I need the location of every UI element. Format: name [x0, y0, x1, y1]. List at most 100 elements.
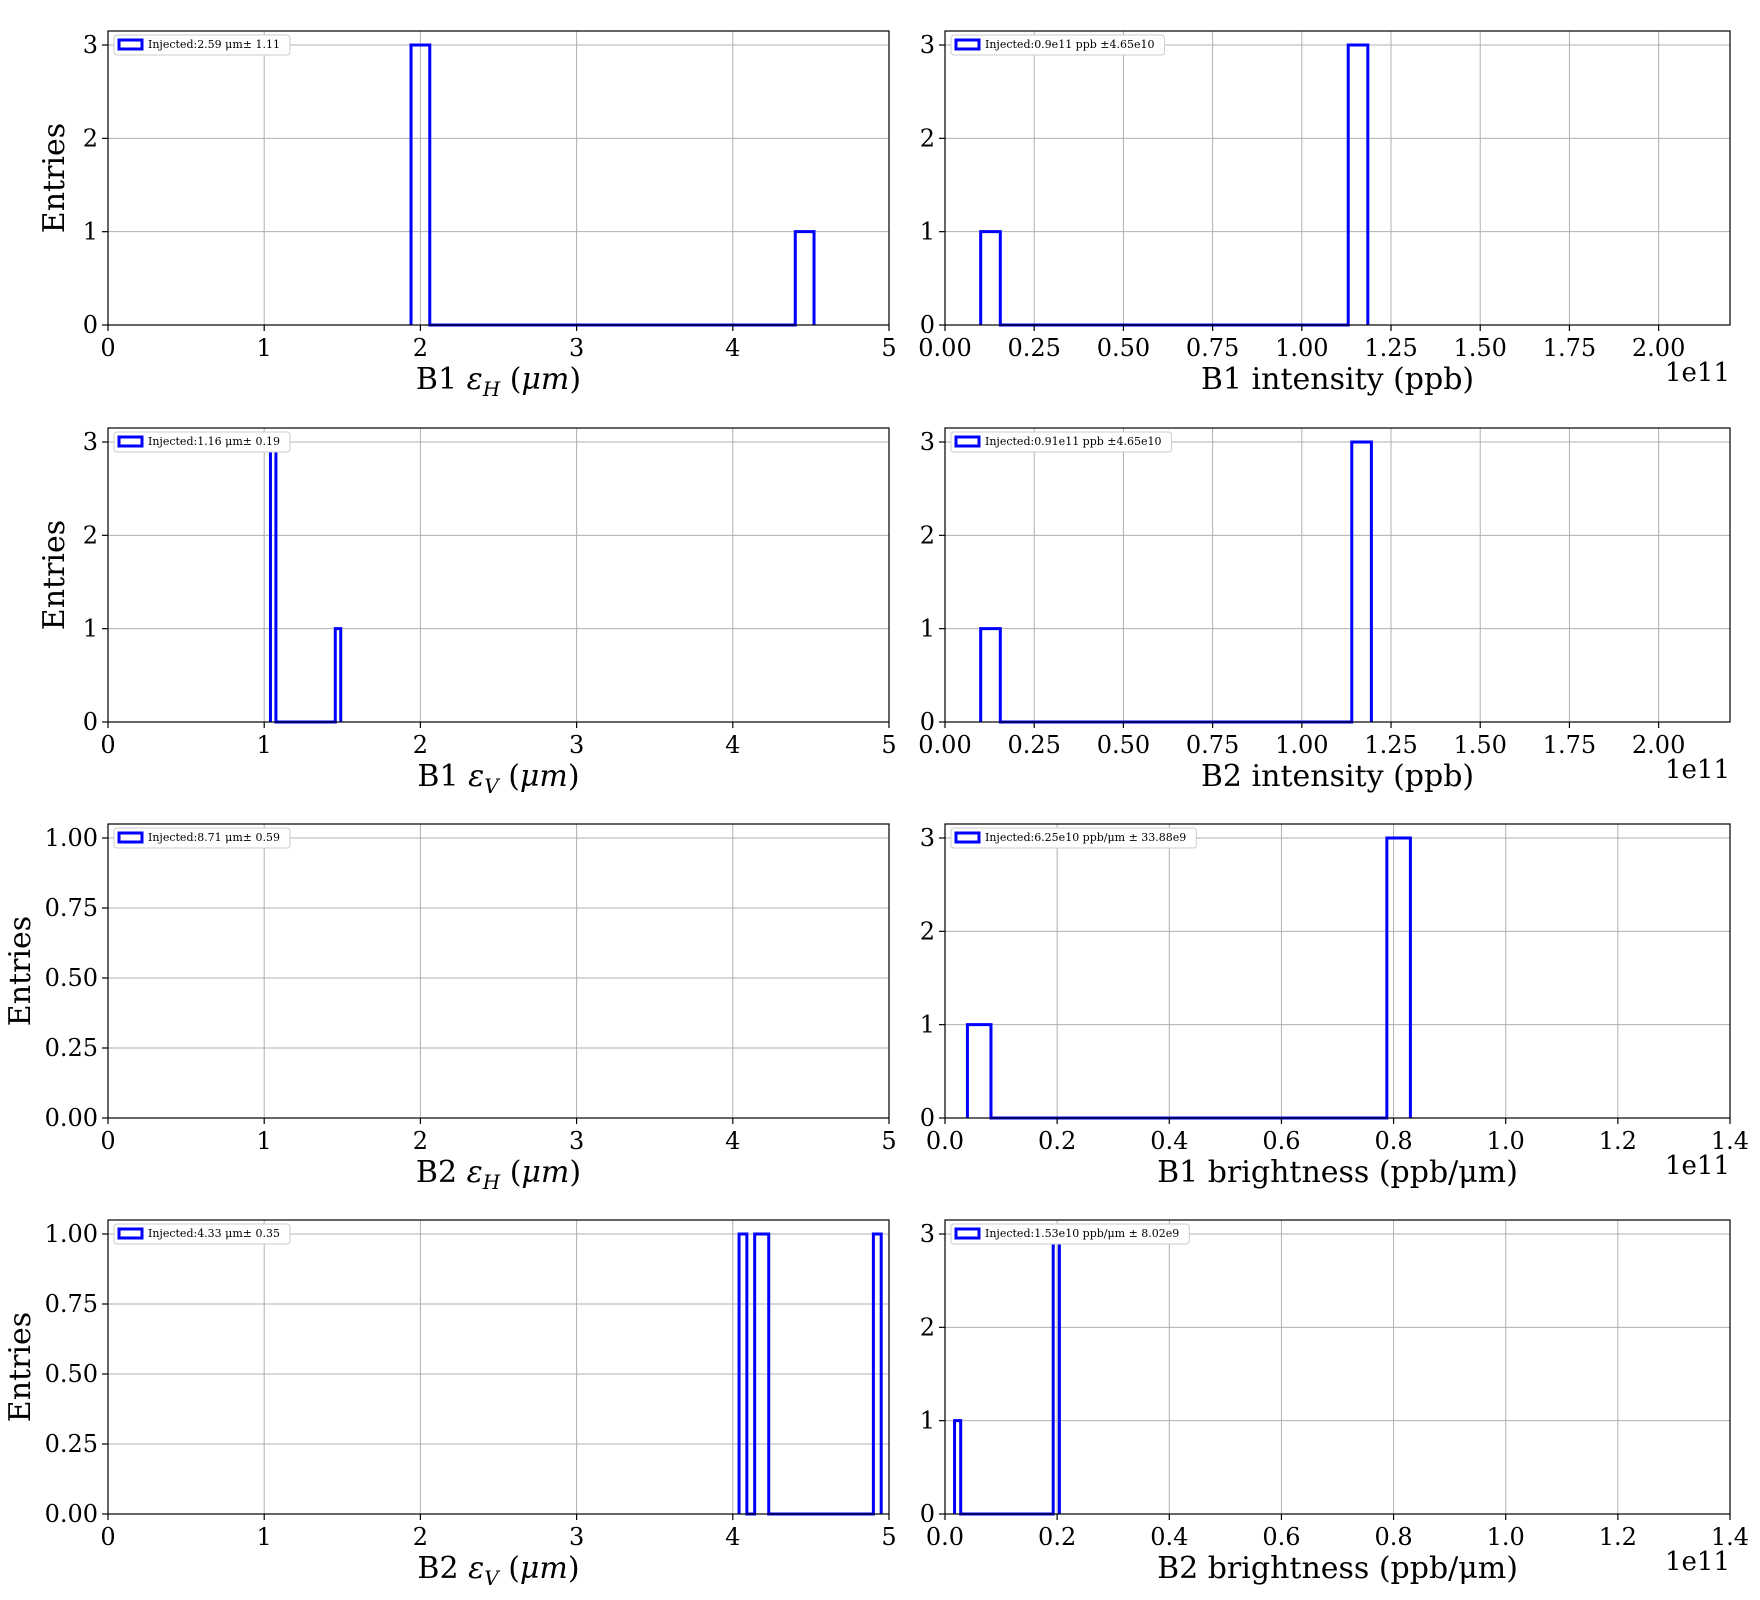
axes-frame — [944, 823, 1731, 1119]
x-tick-label: 0.25 — [1007, 334, 1060, 362]
y-tick-label: 2 — [83, 124, 98, 152]
x-tick-label: 3 — [569, 334, 584, 362]
histogram-bar — [411, 45, 430, 325]
x-tick-label: 1.4 — [1711, 1523, 1749, 1551]
axes-frame — [107, 1219, 890, 1515]
x-tick-label: 5 — [881, 334, 896, 362]
legend-label: Injected:0.9e11 ppb ±4.65e10 — [985, 38, 1155, 51]
legend-label: Injected:1.53e10 ppb/μm ± 8.02e9 — [985, 1227, 1179, 1240]
x-tick-label: 0.6 — [1262, 1127, 1300, 1155]
legend-swatch — [954, 435, 981, 448]
histogram-bar — [1352, 442, 1372, 722]
legend: Injected:4.33 μm± 0.35 — [113, 1223, 291, 1245]
y-tick-label: 0 — [920, 708, 935, 736]
x-tick-label: 2 — [413, 334, 428, 362]
x-tick-label: 2 — [413, 1127, 428, 1155]
y-tick-label: 0.50 — [45, 1360, 98, 1388]
histogram-step-line — [409, 43, 816, 327]
y-tick-label: 3 — [920, 1220, 935, 1248]
histogram-bar — [270, 442, 275, 722]
y-tick-label: 3 — [920, 31, 935, 59]
x-tick-label: 1.0 — [1487, 1127, 1525, 1155]
histogram-panel-2: 0.00 0.25 0.50 0.75 1.00 1.25 1.50 1.75 2.00 0 1 2 3… — [918, 30, 1731, 397]
axes-frame — [107, 427, 890, 723]
axes-frame — [944, 1219, 1731, 1515]
x-tick-label: 4 — [725, 1523, 740, 1551]
histogram-bar — [1387, 838, 1411, 1118]
x-tick-label: 1.25 — [1364, 334, 1417, 362]
x-tick-label: 1.50 — [1454, 334, 1507, 362]
x-tick-label: 2.00 — [1632, 334, 1685, 362]
histogram-step-line — [953, 1232, 1061, 1516]
y-tick-label: 1 — [83, 218, 98, 246]
x-axis-label: B1 εH (μm) — [416, 362, 581, 401]
x-tick-label: 0.00 — [918, 334, 971, 362]
x-axis-label: B2 intensity (ppb) — [1201, 759, 1474, 794]
legend-label: Injected:4.33 μm± 0.35 — [148, 1227, 280, 1240]
axes-frame — [107, 30, 890, 326]
x-axis-label: B2 brightness (ppb/μm) — [1157, 1551, 1518, 1586]
x-tick-label: 2.00 — [1632, 731, 1685, 759]
legend: Injected:1.53e10 ppb/μm ± 8.02e9 — [950, 1223, 1190, 1245]
y-tick-label: 0.25 — [45, 1034, 98, 1062]
y-tick-label: 0.75 — [45, 894, 98, 922]
y-tick-label: 1.00 — [45, 1220, 98, 1248]
y-tick-label: 3 — [920, 428, 935, 456]
x-tick-label: 3 — [569, 1127, 584, 1155]
legend-frame — [950, 1223, 1190, 1245]
y-tick-label: 0.75 — [45, 1290, 98, 1318]
axes-frame — [107, 823, 890, 1119]
y-tick-label: 2 — [920, 521, 935, 549]
x-tick-label: 5 — [881, 1523, 896, 1551]
legend-label: Injected:0.91e11 ppb ±4.65e10 — [985, 435, 1162, 448]
x-tick-label: 4 — [725, 334, 740, 362]
x-tick-label: 4 — [725, 731, 740, 759]
legend-label: Injected:8.71 μm± 0.59 — [148, 831, 280, 844]
x-tick-label: 1.2 — [1599, 1523, 1637, 1551]
histogram-bar — [873, 1234, 881, 1514]
histogram-bar — [967, 1025, 991, 1118]
x-tick-label: 5 — [881, 1127, 896, 1155]
x-tick-label: 0.8 — [1374, 1523, 1412, 1551]
y-tick-label: 0.00 — [45, 1104, 98, 1132]
y-tick-label: 0 — [83, 311, 98, 339]
x-tick-label: 0 — [100, 334, 115, 362]
x-tick-label: 1.75 — [1543, 731, 1596, 759]
y-tick-label: 1 — [920, 218, 935, 246]
legend: Injected:6.25e10 ppb/μm ± 33.88e9 — [950, 827, 1197, 849]
x-tick-label: 2 — [413, 731, 428, 759]
y-tick-label: 1 — [83, 615, 98, 643]
legend-frame — [113, 827, 291, 849]
legend-swatch — [117, 831, 144, 844]
histogram-panel-4: 0.00 0.25 0.50 0.75 1.00 1.25 1.50 1.75 2.00 0 1 2 3… — [918, 427, 1731, 794]
x-tick-label: 4 — [725, 1127, 740, 1155]
x-axis-label: B1 brightness (ppb/μm) — [1157, 1155, 1518, 1190]
histogram-panel-7: 0 1 2 3 4 5 0.00 0.25 0.50 0.75 1.00 B2 εV (μm) Entr… — [3, 1219, 897, 1590]
x-tick-label: 0.00 — [918, 731, 971, 759]
y-tick-label: 0 — [83, 708, 98, 736]
y-tick-label: 0 — [920, 1500, 935, 1528]
histogram-panel-8: 0.0 0.2 0.4 0.6 0.8 1.0 1.2 1.4 0 1 2 3 B2 brightnes… — [920, 1219, 1749, 1586]
y-tick-label: 2 — [920, 917, 935, 945]
legend-frame — [950, 34, 1166, 56]
histogram-bar — [335, 629, 340, 722]
legend-swatch — [117, 38, 144, 51]
legend: Injected:1.16 μm± 0.19 — [113, 431, 291, 453]
x-tick-label: 0.8 — [1374, 1127, 1412, 1155]
legend-frame — [950, 827, 1197, 849]
x-tick-label: 0.6 — [1262, 1523, 1300, 1551]
y-tick-label: 0.25 — [45, 1430, 98, 1458]
histogram-panel-6: 0.0 0.2 0.4 0.6 0.8 1.0 1.2 1.4 0 1 2 3 B1 brightnes… — [920, 823, 1749, 1190]
y-tick-label: 2 — [920, 1313, 935, 1341]
axes-frame — [944, 30, 1731, 326]
y-tick-label: 0.50 — [45, 964, 98, 992]
histogram-bar — [739, 1234, 747, 1514]
histogram-bar — [755, 1234, 769, 1514]
legend-label: Injected:1.16 μm± 0.19 — [148, 435, 280, 448]
x-tick-label: 0.0 — [926, 1127, 964, 1155]
y-tick-label: 3 — [83, 428, 98, 456]
legend-frame — [113, 1223, 291, 1245]
y-tick-label: 2 — [83, 521, 98, 549]
x-tick-label: 1 — [257, 1523, 272, 1551]
